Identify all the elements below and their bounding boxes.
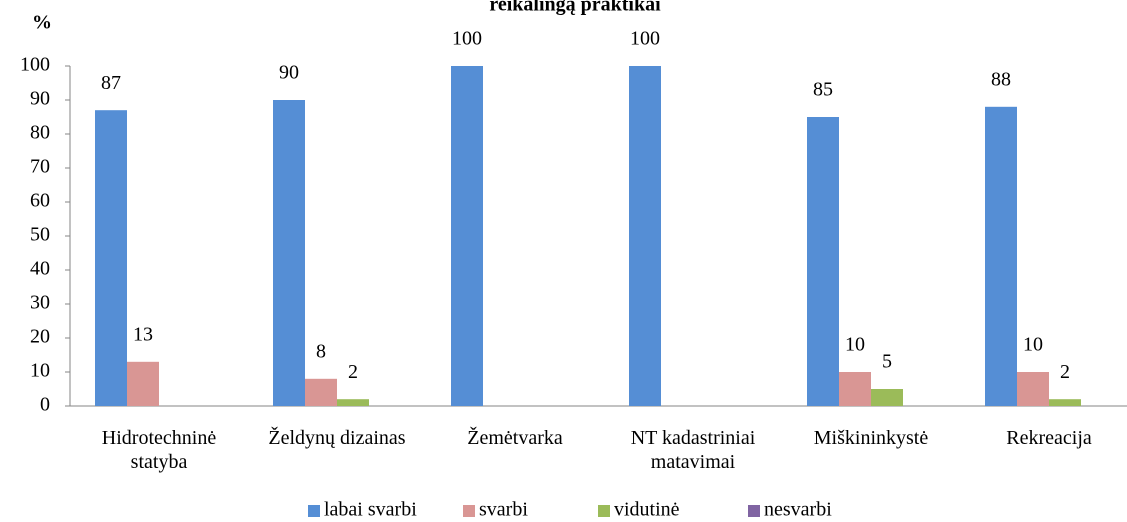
x-tick-label: Želdynų dizainas	[268, 427, 406, 449]
bar	[839, 372, 871, 406]
legend-swatch	[308, 505, 320, 517]
legend-swatch	[748, 505, 760, 517]
bar	[1017, 372, 1049, 406]
data-label: 8	[316, 340, 326, 362]
y-tick-label: 30	[30, 292, 50, 314]
x-tick-label: Hidrotechninė statyba	[101, 427, 217, 473]
legend-swatch	[598, 505, 610, 517]
x-tick-label: Rekreacija	[1006, 427, 1092, 449]
y-tick-label: 10	[30, 360, 50, 382]
bar	[871, 389, 903, 406]
bar	[807, 117, 839, 406]
data-label: 88	[991, 68, 1011, 90]
bar	[629, 66, 661, 406]
y-tick-label: 80	[30, 122, 50, 144]
bar	[451, 66, 483, 406]
data-label: 87	[101, 72, 121, 94]
bar	[305, 378, 337, 406]
data-label: 2	[1060, 361, 1070, 383]
chart-title: reikalingą praktikai	[489, 0, 661, 16]
bar	[273, 100, 305, 406]
bar	[1049, 399, 1081, 406]
legend-label: labai svarbi	[324, 499, 417, 521]
legend-label: svarbi	[479, 499, 528, 521]
y-tick-label: 20	[30, 326, 50, 348]
data-label: 2	[348, 361, 358, 383]
data-label: 90	[279, 62, 299, 84]
bar	[95, 110, 127, 406]
x-tick-label: Miškininkystė	[813, 427, 929, 449]
data-label: 10	[1023, 334, 1043, 356]
legend-swatch	[463, 505, 475, 517]
data-label: 10	[845, 334, 865, 356]
y-tick-label: 90	[30, 88, 50, 110]
y-tick-label: 60	[30, 190, 50, 212]
bar	[985, 106, 1017, 407]
data-label: 100	[452, 28, 482, 50]
data-label: 5	[882, 351, 892, 373]
legend-label: vidutinė	[614, 499, 680, 521]
y-axis-label: %	[32, 12, 52, 34]
x-tick-label: Žemėtvarka	[467, 427, 563, 449]
y-tick-label: 0	[40, 394, 50, 416]
x-tick-label: NT kadastriniai matavimai	[630, 427, 756, 473]
legend-label: nesvarbi	[764, 499, 832, 521]
y-tick-label: 70	[30, 156, 50, 178]
y-tick-label: 100	[20, 54, 50, 76]
bar	[337, 399, 369, 406]
bar	[127, 361, 159, 406]
data-label: 85	[813, 79, 833, 101]
data-label: 100	[630, 28, 660, 50]
y-tick-label: 40	[30, 258, 50, 280]
y-tick-label: 50	[30, 224, 50, 246]
data-label: 13	[133, 323, 153, 345]
